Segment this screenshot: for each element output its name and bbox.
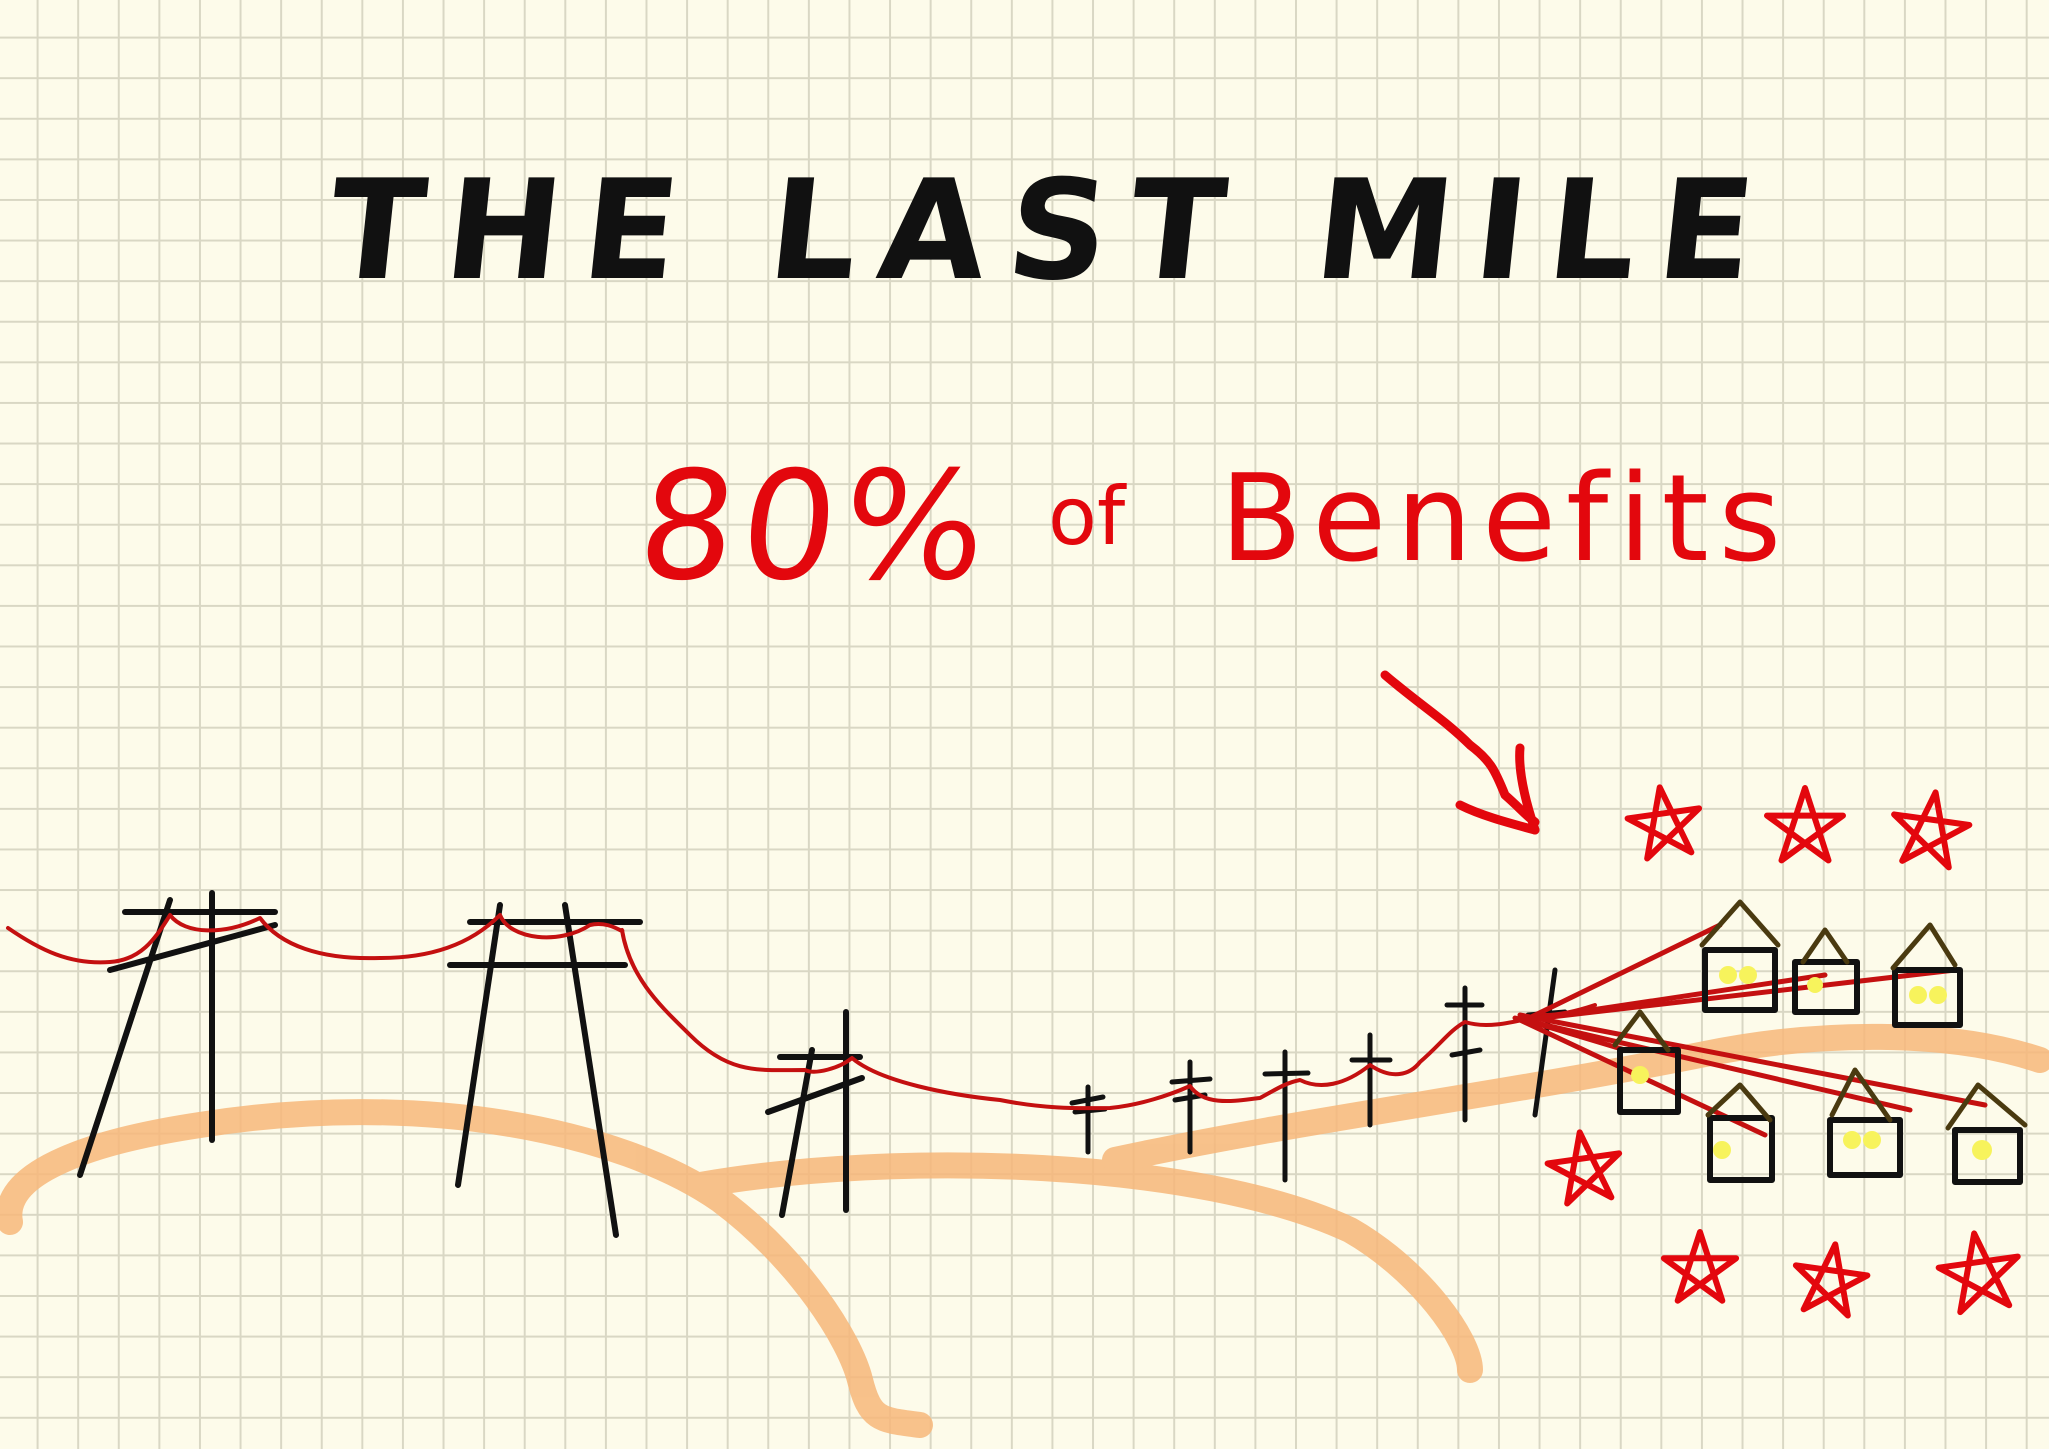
house-icon [1705, 1082, 1775, 1183]
utility-pole-icon [1349, 1032, 1393, 1128]
benefit-of-label: of [1048, 470, 1126, 563]
power-line [6, 913, 1597, 1111]
hills [0, 1023, 2049, 1438]
benefit-label: Benefits [1220, 450, 1792, 589]
utility-pole-icon [1444, 985, 1485, 1123]
utility-pole-icon [1262, 1049, 1311, 1183]
house-icon [1890, 922, 1963, 1028]
hill-middle [687, 1152, 1483, 1383]
star-icon [1660, 1229, 1740, 1304]
arrow-icon [1380, 670, 1540, 835]
utility-poles [77, 890, 1568, 1238]
utility-pole-icon [77, 890, 278, 1178]
star-icon [1891, 789, 1973, 871]
house-icon [1945, 1082, 2028, 1185]
star-icon [1935, 1230, 2021, 1316]
star-icon [1624, 784, 1703, 862]
hill-left [0, 1099, 933, 1438]
star-icon [1544, 1129, 1623, 1207]
utility-pole-icon [447, 902, 643, 1238]
star-icon [1792, 1241, 1871, 1319]
house-icon [1612, 1009, 1681, 1115]
star-icon [1764, 785, 1846, 864]
utility-pole-icon [765, 1009, 865, 1218]
hill-right [1102, 1023, 2049, 1173]
utility-pole-icon [1069, 1084, 1108, 1155]
house-icon [1827, 1067, 1903, 1178]
house-icon [1792, 927, 1860, 1015]
stars [1544, 784, 2021, 1319]
house-icon [1699, 899, 1781, 1013]
houses [1612, 899, 2028, 1185]
